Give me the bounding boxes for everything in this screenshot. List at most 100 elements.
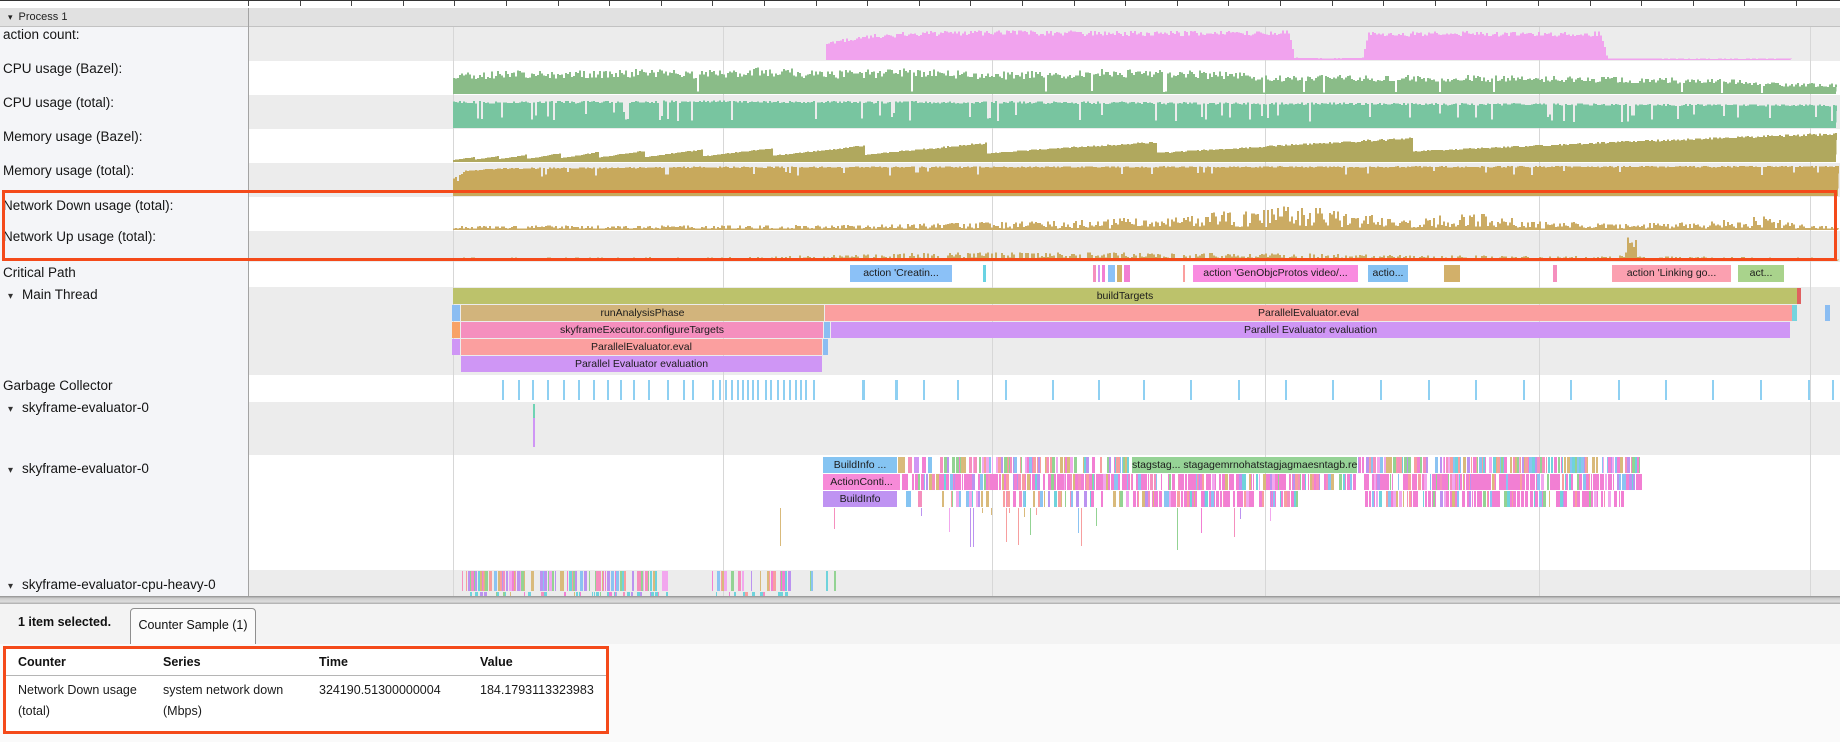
micro-slice[interactable]: [1504, 474, 1506, 490]
micro-slice[interactable]: [1111, 474, 1112, 490]
micro-slice[interactable]: [1138, 491, 1139, 507]
micro-slice[interactable]: [541, 592, 544, 597]
micro-slice[interactable]: [1498, 491, 1499, 507]
micro-slice[interactable]: [1122, 457, 1123, 473]
micro-slice[interactable]: [1485, 457, 1486, 473]
micro-slice[interactable]: [1469, 474, 1470, 490]
gc-event-tick[interactable]: [742, 380, 744, 400]
micro-slice[interactable]: [1116, 457, 1118, 473]
micro-slice[interactable]: [1101, 491, 1103, 507]
micro-slice[interactable]: [1054, 474, 1056, 490]
micro-slice[interactable]: [1583, 474, 1586, 490]
micro-slice[interactable]: [1423, 491, 1424, 507]
micro-slice[interactable]: [1499, 491, 1500, 507]
micro-slice[interactable]: [496, 592, 497, 597]
micro-slice[interactable]: [1281, 491, 1283, 507]
micro-slice[interactable]: [1075, 474, 1078, 490]
micro-slice[interactable]: [1154, 491, 1156, 507]
micro-slice[interactable]: [1245, 491, 1246, 507]
gc-event-tick[interactable]: [667, 380, 669, 400]
micro-slice[interactable]: [1302, 474, 1305, 490]
micro-slice[interactable]: [1033, 457, 1036, 473]
micro-slice[interactable]: [596, 571, 599, 591]
micro-slice[interactable]: [1550, 474, 1552, 490]
micro-slice[interactable]: [1350, 474, 1352, 490]
micro-slice[interactable]: [1488, 491, 1489, 507]
micro-slice[interactable]: [607, 571, 610, 591]
gc-event-tick[interactable]: [1238, 380, 1240, 400]
micro-slice[interactable]: [1426, 457, 1428, 473]
micro-slice[interactable]: [1459, 474, 1460, 490]
micro-slice[interactable]: [1144, 474, 1147, 490]
micro-slice[interactable]: [811, 571, 813, 591]
micro-slice[interactable]: [1589, 491, 1591, 507]
micro-slice[interactable]: [1637, 457, 1639, 473]
micro-slice[interactable]: [1032, 457, 1033, 473]
micro-slice[interactable]: [1219, 474, 1221, 490]
micro-slice[interactable]: [1589, 474, 1590, 490]
micro-slice[interactable]: [641, 571, 643, 591]
micro-slice[interactable]: [1440, 457, 1442, 473]
micro-slice[interactable]: [1389, 457, 1392, 473]
micro-slice[interactable]: [1627, 457, 1629, 473]
micro-slice[interactable]: [1450, 474, 1452, 490]
slice-sliver[interactable]: [452, 339, 460, 355]
micro-slice[interactable]: [1314, 474, 1316, 490]
micro-slice[interactable]: [484, 571, 485, 591]
micro-slice[interactable]: [1556, 491, 1557, 507]
slice-runanalysisphase[interactable]: runAnalysisPhase: [461, 305, 824, 321]
slice-sliver[interactable]: [452, 305, 460, 321]
micro-slice[interactable]: [942, 474, 943, 490]
gc-event-tick[interactable]: [1190, 380, 1192, 400]
micro-slice[interactable]: [1252, 491, 1253, 507]
micro-slice[interactable]: [1289, 474, 1290, 490]
micro-slice[interactable]: [1408, 474, 1411, 490]
track-label-garbage-collector[interactable]: Garbage Collector: [3, 378, 113, 393]
micro-slice[interactable]: [953, 474, 954, 490]
micro-slice[interactable]: [1580, 474, 1582, 490]
gc-event-tick[interactable]: [731, 380, 733, 400]
micro-slice[interactable]: [1086, 457, 1089, 473]
micro-slice[interactable]: [988, 474, 990, 490]
expand-arrow-icon[interactable]: ▾: [8, 465, 14, 476]
micro-slice[interactable]: [623, 592, 625, 597]
micro-slice[interactable]: [1141, 474, 1144, 490]
micro-slice[interactable]: [978, 474, 980, 490]
micro-slice[interactable]: [1372, 474, 1374, 490]
micro-slice[interactable]: [1001, 457, 1003, 473]
gc-event-tick[interactable]: [1523, 380, 1525, 400]
micro-slice[interactable]: [1622, 474, 1623, 490]
slice-buildtargets[interactable]: buildTargets: [453, 288, 1797, 304]
micro-slice[interactable]: [1092, 474, 1093, 490]
chart-network-down-usage-total[interactable]: [450, 198, 1840, 230]
micro-slice[interactable]: [1458, 474, 1459, 490]
micro-slice[interactable]: [1471, 474, 1473, 490]
micro-slice[interactable]: [1174, 474, 1175, 490]
micro-slice[interactable]: [942, 491, 944, 507]
micro-slice[interactable]: [1201, 474, 1202, 490]
micro-slice[interactable]: [503, 571, 505, 591]
gc-event-tick[interactable]: [532, 380, 534, 400]
slice-sliver[interactable]: [1444, 265, 1460, 282]
micro-slice[interactable]: [1025, 474, 1026, 490]
gc-event-tick[interactable]: [692, 380, 694, 400]
micro-slice[interactable]: [1054, 491, 1057, 507]
micro-slice[interactable]: [778, 592, 780, 597]
micro-slice[interactable]: [1579, 457, 1581, 473]
micro-slice[interactable]: [1044, 491, 1045, 507]
micro-slice[interactable]: [1270, 474, 1272, 490]
micro-slice[interactable]: [1253, 491, 1254, 507]
micro-slice[interactable]: [1085, 474, 1086, 490]
micro-slice[interactable]: [1137, 491, 1138, 507]
micro-slice[interactable]: [622, 571, 624, 591]
micro-slice[interactable]: [1331, 474, 1334, 490]
micro-slice[interactable]: [1508, 474, 1511, 490]
micro-slice[interactable]: [1611, 457, 1612, 473]
micro-slice[interactable]: [1006, 474, 1009, 490]
micro-slice[interactable]: [520, 571, 521, 591]
micro-slice[interactable]: [1007, 457, 1008, 473]
micro-slice[interactable]: [1502, 474, 1504, 490]
micro-slice[interactable]: [1275, 474, 1278, 490]
micro-slice[interactable]: [512, 571, 514, 591]
micro-slice[interactable]: [1089, 474, 1092, 490]
